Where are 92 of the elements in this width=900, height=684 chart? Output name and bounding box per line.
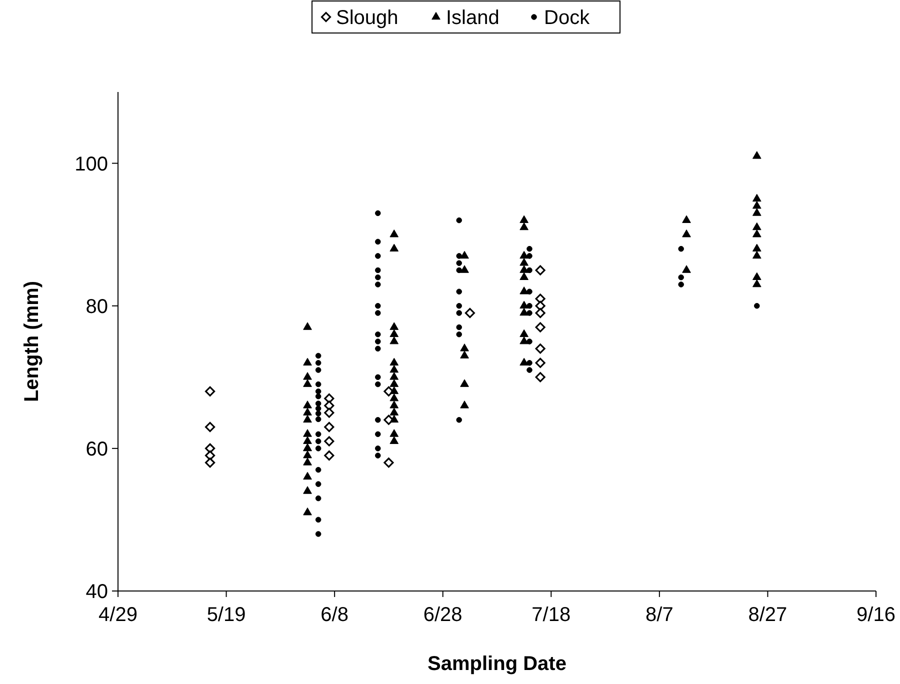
point xyxy=(535,358,546,368)
point xyxy=(374,238,381,245)
point xyxy=(526,253,532,259)
point xyxy=(456,324,462,330)
point xyxy=(526,246,532,252)
point xyxy=(678,282,684,288)
point xyxy=(374,210,381,216)
point xyxy=(315,481,322,487)
x-tick-label: 6/8 xyxy=(320,604,348,626)
point xyxy=(526,310,532,316)
point xyxy=(374,431,381,438)
point xyxy=(374,282,381,288)
x-tick-label: 5/19 xyxy=(206,604,246,626)
point xyxy=(374,381,381,388)
point xyxy=(324,408,334,418)
point xyxy=(456,310,462,316)
point xyxy=(315,516,322,523)
point xyxy=(324,422,334,432)
point xyxy=(315,400,322,406)
point xyxy=(456,267,462,274)
point xyxy=(374,338,381,344)
point xyxy=(205,458,216,468)
legend-label: Slough xyxy=(336,7,398,29)
point xyxy=(315,495,322,502)
legend-label: Dock xyxy=(544,7,591,29)
point xyxy=(526,302,532,309)
point xyxy=(456,302,462,309)
point xyxy=(535,308,546,318)
point xyxy=(535,372,546,382)
x-tick-label: 7/18 xyxy=(532,604,571,626)
point xyxy=(374,417,381,423)
point xyxy=(456,288,462,294)
point xyxy=(315,394,322,400)
point xyxy=(315,381,322,388)
point xyxy=(315,367,322,373)
point xyxy=(324,450,334,461)
point xyxy=(526,338,532,344)
point xyxy=(374,446,381,452)
point xyxy=(456,217,462,224)
point xyxy=(374,452,381,458)
point xyxy=(315,388,322,394)
point xyxy=(374,274,381,280)
point xyxy=(384,458,394,468)
y-axis-title: Length (mm) xyxy=(21,280,43,402)
point xyxy=(324,400,334,411)
point xyxy=(374,331,381,338)
point xyxy=(374,374,381,380)
y-tick-label: 100 xyxy=(74,153,108,176)
point xyxy=(315,466,322,473)
point xyxy=(526,360,532,366)
point xyxy=(678,246,684,252)
point xyxy=(205,386,216,396)
point xyxy=(535,322,546,332)
point xyxy=(315,352,322,359)
point xyxy=(315,416,322,422)
point xyxy=(315,431,322,438)
point xyxy=(526,288,532,294)
point xyxy=(526,267,532,274)
point xyxy=(374,267,381,274)
legend-label: Island xyxy=(446,7,500,29)
point xyxy=(315,446,322,452)
point xyxy=(205,422,216,432)
point xyxy=(456,260,462,266)
point xyxy=(315,406,322,412)
point xyxy=(315,410,322,416)
point xyxy=(374,253,381,259)
x-tick-label: 8/7 xyxy=(646,604,674,626)
y-tick-label: 40 xyxy=(86,581,108,603)
y-tick-label: 60 xyxy=(86,438,108,460)
point xyxy=(678,274,684,280)
x-tick-label: 8/27 xyxy=(748,604,788,626)
point xyxy=(456,417,462,423)
point xyxy=(374,302,381,309)
point xyxy=(754,302,760,309)
point xyxy=(315,438,322,444)
point xyxy=(374,310,381,316)
point xyxy=(464,308,475,318)
x-tick-label: 9/16 xyxy=(856,604,896,626)
point xyxy=(535,265,546,276)
point xyxy=(535,300,546,311)
point xyxy=(456,253,462,259)
x-tick-label: 6/28 xyxy=(423,604,462,626)
point xyxy=(535,344,546,354)
point xyxy=(374,346,381,352)
point xyxy=(324,436,334,446)
x-tick-label: 4/29 xyxy=(98,604,138,626)
point xyxy=(315,360,322,366)
y-tick-label: 80 xyxy=(86,296,108,318)
point xyxy=(526,367,532,373)
x-axis-title: Sampling Date xyxy=(428,653,566,675)
point xyxy=(456,331,462,338)
point xyxy=(315,531,322,537)
